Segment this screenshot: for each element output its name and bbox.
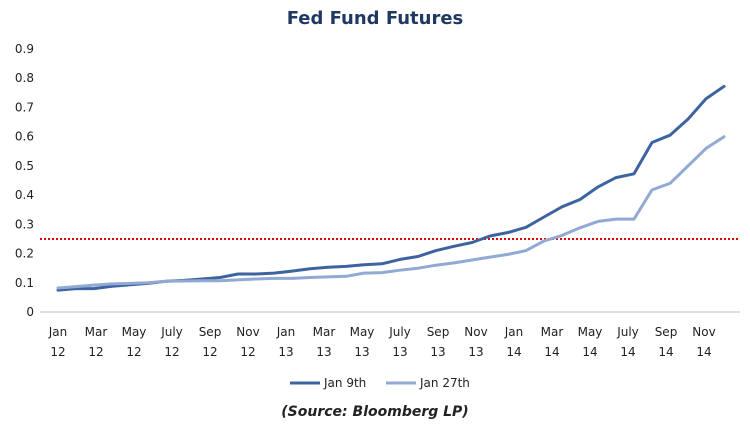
x-tick-year: 14 [658,345,673,359]
chart-title: Fed Fund Futures [286,8,464,29]
x-tick-month: Jan [276,325,296,339]
x-tick-month: Mar [85,325,108,339]
x-tick-month: May [122,325,147,339]
x-tick-month: Sep [655,325,678,339]
x-tick-month: Mar [541,325,564,339]
series-line-jan-9th [56,84,726,292]
x-tick-year: 14 [696,345,711,359]
y-tick-label: 0 [26,305,34,319]
y-tick-label: 0.1 [15,276,34,290]
x-tick-month: Mar [313,325,336,339]
y-tick-label: 0.2 [15,247,34,261]
y-tick-label: 0.7 [15,100,34,114]
x-tick-month: May [578,325,603,339]
x-tick-month: Nov [464,325,487,339]
legend-label: Jan 27th [419,376,470,390]
x-tick-year: 12 [88,345,103,359]
y-tick-label: 0.4 [15,188,34,202]
x-tick-month: Jan [504,325,524,339]
x-tick-year: 14 [582,345,597,359]
y-tick-label: 0.5 [15,159,34,173]
y-tick-label: 0.8 [15,71,34,85]
x-tick-month: July [160,325,183,339]
x-tick-month: July [388,325,411,339]
x-tick-year: 13 [468,345,483,359]
x-tick-month: May [350,325,375,339]
x-tick-month: July [616,325,639,339]
x-tick-month: Jan [48,325,68,339]
legend: Jan 9th Jan 27th [290,376,470,390]
y-tick-label: 0.3 [15,217,34,231]
series-line-jan-27th [56,135,726,290]
x-tick-month: Sep [427,325,450,339]
legend-label: Jan 9th [323,376,366,390]
x-tick-year: 13 [392,345,407,359]
x-tick-year: 13 [430,345,445,359]
x-tick-year: 14 [506,345,521,359]
x-axis: Jan 12 Mar 12 May 12 July 12 Sep 12 Nov 12 Jan 13 Mar 1… [48,325,716,359]
x-tick-year: 12 [50,345,65,359]
y-tick-label: 0.6 [15,130,34,144]
y-tick-label: 0.9 [15,42,34,56]
series-lines [56,84,726,292]
x-tick-month: Nov [692,325,715,339]
x-tick-month: Nov [236,325,259,339]
x-tick-year: 12 [202,345,217,359]
x-tick-month: Sep [199,325,222,339]
x-tick-year: 14 [544,345,559,359]
x-tick-year: 12 [126,345,141,359]
y-axis: 0 0.1 0.2 0.3 0.4 0.5 0.6 0.7 0.8 0.9 [15,42,34,319]
x-tick-year: 13 [354,345,369,359]
x-tick-year: 12 [164,345,179,359]
x-tick-year: 13 [316,345,331,359]
x-tick-year: 14 [620,345,635,359]
x-tick-year: 12 [240,345,255,359]
source-note: (Source: Bloomberg LP) [281,404,469,420]
x-tick-year: 13 [278,345,293,359]
